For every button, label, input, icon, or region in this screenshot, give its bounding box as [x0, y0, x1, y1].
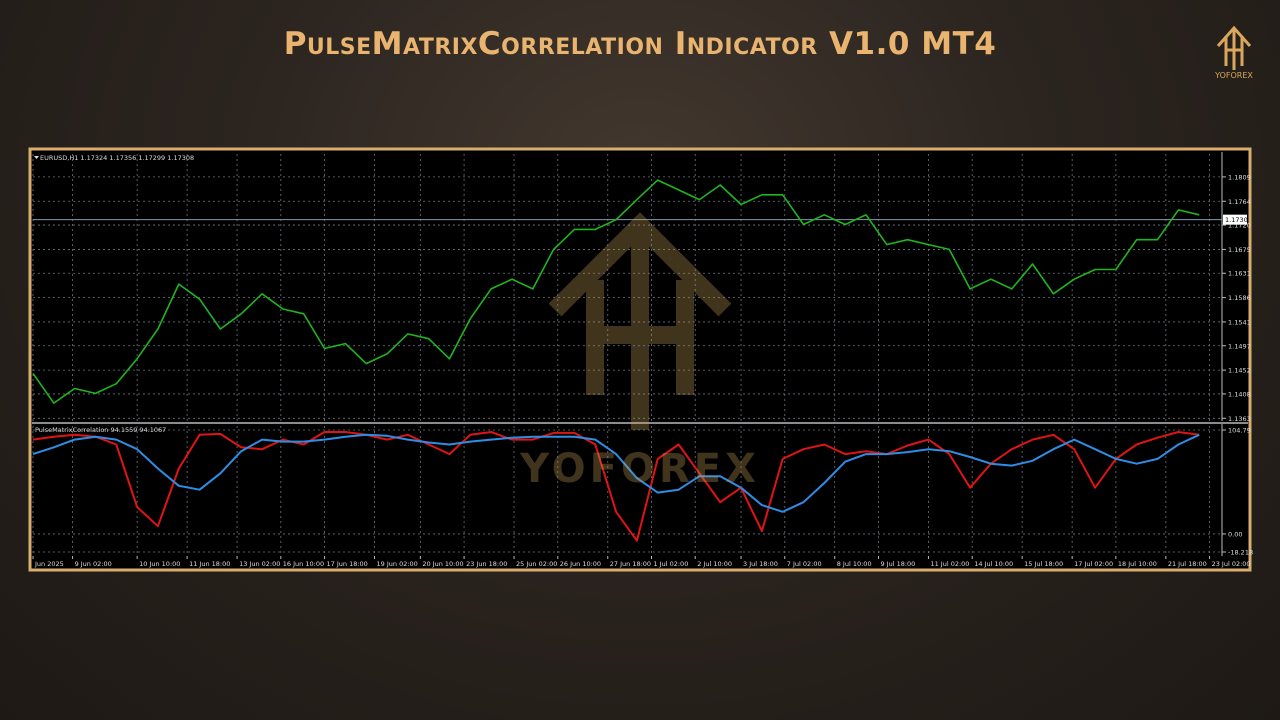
y-tick-label: 1.1452 [1228, 367, 1251, 375]
x-tick-label: 21 Jul 18:00 [1168, 560, 1207, 568]
x-tick-label: 9 Jul 18:00 [880, 560, 915, 568]
page-title: PulseMatrixCorrelation Indicator V1.0 MT… [283, 26, 997, 62]
y-tick-label: 1.1631 [1228, 270, 1251, 278]
panel-title: EURUSD,H1 1.17324 1.17356 1.17299 1.1730… [40, 154, 194, 162]
y-tick-label: 1.1541 [1228, 318, 1251, 326]
y-tick-label: -18.218 [1228, 549, 1253, 557]
x-tick-label: 9 Jun 02:00 [75, 560, 112, 568]
price-label-box [1223, 214, 1247, 225]
x-tick-label: 11 Jun 18:00 [189, 560, 230, 568]
x-tick-label: 3 Jul 18:00 [743, 560, 778, 568]
logo-mark [1216, 25, 1252, 70]
x-tick-label: 19 Jun 02:00 [377, 560, 418, 568]
x-tick-label: 14 Jul 10:00 [974, 560, 1013, 568]
price-label: 1.1730 [1225, 216, 1248, 224]
watermark-text: YOFOREX [519, 446, 760, 492]
y-tick-label: 1.1809 [1228, 173, 1251, 181]
watermark-mark [548, 212, 732, 430]
x-tick-label: 18 Jul 10:00 [1118, 560, 1157, 568]
x-tick-label: 23 Jun 18:00 [466, 560, 507, 568]
y-tick-label: 1.1764 [1228, 198, 1251, 206]
x-tick-label: 17 Jul 02:00 [1074, 560, 1113, 568]
y-tick-label: 1.1497 [1228, 342, 1251, 350]
x-tick-label: 10 Jun 10:00 [139, 560, 180, 568]
brand-name: YOFOREX [1214, 71, 1253, 80]
x-tick-label: 8 Jul 10:00 [837, 560, 872, 568]
y-tick-label: 1.1720 [1228, 222, 1251, 230]
panel-title: PulseMatrixCorrelation 94.1559 94.1067 [35, 426, 166, 434]
y-tick-label: 1.1408 [1228, 390, 1251, 398]
x-tick-label: 17 Jun 18:00 [327, 560, 368, 568]
x-tick-label: 2 Jul 10:00 [697, 560, 732, 568]
x-tick-label: Jun 2025 [34, 560, 64, 568]
x-tick-label: 20 Jun 10:00 [422, 560, 463, 568]
panel-marker [34, 156, 39, 159]
x-tick-label: 7 Jul 02:00 [787, 560, 822, 568]
x-tick-label: 25 Jun 02:00 [516, 560, 557, 568]
y-tick-label: 1.1363 [1228, 415, 1251, 423]
series-line [32, 179, 1200, 404]
x-tick-label: 16 Jun 10:00 [283, 560, 324, 568]
series-line [32, 431, 1200, 542]
series-line [32, 433, 1200, 513]
x-tick-label: 26 Jun 10:00 [560, 560, 601, 568]
x-tick-label: 11 Jul 02:00 [930, 560, 969, 568]
x-tick-label: 23 Jul 02:00 [1212, 560, 1251, 568]
y-tick-label: 104.79 [1228, 427, 1251, 435]
x-tick-label: 1 Jul 02:00 [653, 560, 688, 568]
y-tick-label: 1.1675 [1228, 246, 1251, 254]
x-tick-label: 15 Jul 18:00 [1024, 560, 1063, 568]
watermark: YOFOREX [519, 212, 760, 492]
x-tick-label: 27 Jun 18:00 [610, 560, 651, 568]
y-tick-label: 1.1586 [1228, 294, 1251, 302]
brand-logo: YOFOREX [1214, 25, 1253, 80]
y-tick-label: 0.00 [1228, 530, 1242, 538]
x-tick-label: 13 Jun 02:00 [239, 560, 280, 568]
